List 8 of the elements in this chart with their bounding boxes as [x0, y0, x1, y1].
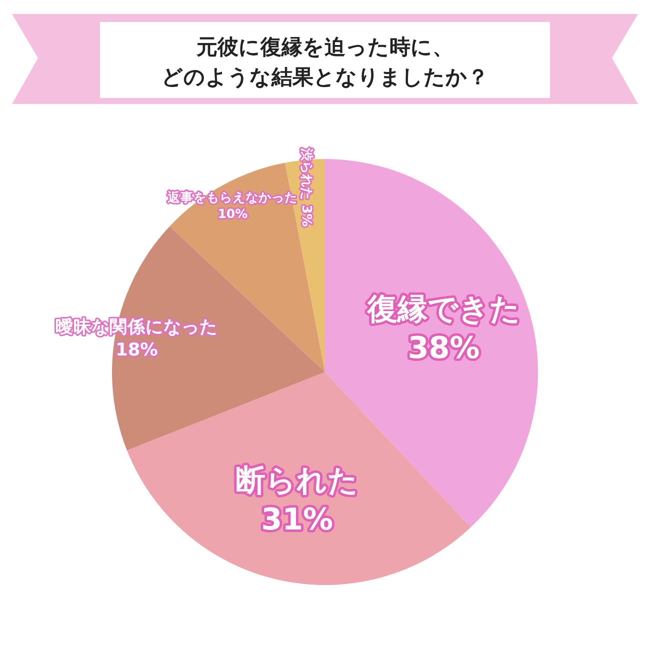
chart-title: 元彼に復縁を迫った時に、どのような結果となりましたか？ [162, 35, 488, 89]
data-label: 18% [116, 340, 158, 361]
data-label: 31% [261, 502, 334, 538]
slice-label: 復縁できた [366, 292, 520, 327]
slice-label: 断られた [236, 464, 359, 499]
data-label: 10% [218, 206, 248, 221]
slice-label: 渋られた 3% [298, 147, 314, 227]
data-label: 38% [408, 330, 480, 366]
